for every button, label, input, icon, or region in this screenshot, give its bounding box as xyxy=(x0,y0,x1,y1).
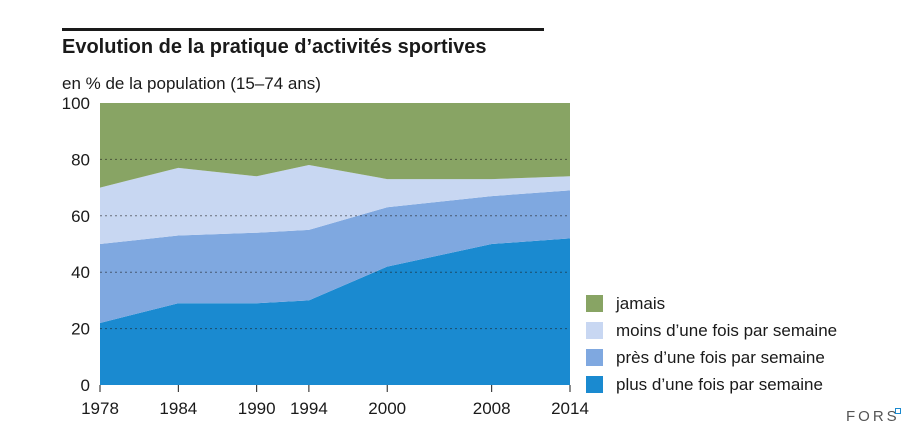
y-tick-label: 20 xyxy=(71,320,90,339)
x-tick-label: 1990 xyxy=(238,399,276,418)
legend-item: plus d’une fois par semaine xyxy=(586,371,837,398)
legend-item: moins d’une fois par semaine xyxy=(586,317,837,344)
title-rule xyxy=(62,28,544,31)
x-tick-label: 2000 xyxy=(368,399,406,418)
y-tick-label: 100 xyxy=(62,94,90,113)
legend: jamais moins d’une fois par semaine près d… xyxy=(586,290,837,398)
gridlines xyxy=(100,158,570,330)
chart-title: Evolution de la pratique d’activités spo… xyxy=(62,36,487,58)
area-series-1 xyxy=(100,238,570,385)
legend-swatch xyxy=(586,322,603,339)
area-series-2 xyxy=(100,190,570,323)
legend-label: moins d’une fois par semaine xyxy=(616,320,838,340)
legend-label: plus d’une fois par semaine xyxy=(616,374,823,394)
brand-mark-icon xyxy=(895,408,901,414)
x-tick-label: 1978 xyxy=(81,399,119,418)
y-tick-label: 60 xyxy=(71,207,90,226)
legend-swatch xyxy=(586,349,603,366)
legend-swatch xyxy=(586,295,603,312)
y-tick-label: 0 xyxy=(81,376,90,395)
legend-item: près d’une fois par semaine xyxy=(586,344,837,371)
x-axis-ticks: 1978 1984 1990 1994 2000 2008 2014 xyxy=(81,385,589,418)
y-axis-ticks: 0 20 40 60 80 100 xyxy=(62,94,90,395)
legend-label: jamais xyxy=(616,293,666,313)
x-tick-label: 2014 xyxy=(551,399,589,418)
area-series-4 xyxy=(100,103,570,188)
x-tick-label: 2008 xyxy=(473,399,511,418)
y-tick-label: 40 xyxy=(71,263,90,282)
brand-logo: FORS xyxy=(846,408,900,425)
legend-item: jamais xyxy=(586,290,837,317)
legend-swatch xyxy=(586,376,603,393)
area-series-3 xyxy=(100,165,570,244)
chart-subtitle: en % de la population (15–74 ans) xyxy=(62,74,321,93)
area-layers xyxy=(100,103,570,385)
x-tick-label: 1984 xyxy=(159,399,197,418)
x-tick-label: 1994 xyxy=(290,399,328,418)
legend-label: près d’une fois par semaine xyxy=(616,347,825,367)
y-tick-label: 80 xyxy=(71,150,90,169)
